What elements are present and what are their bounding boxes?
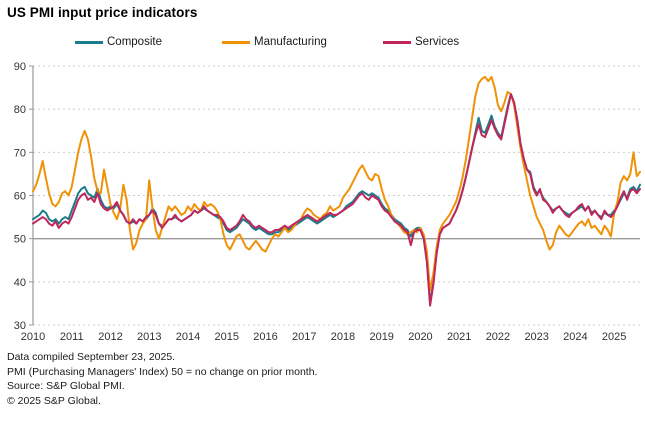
x-tick-label: 2015 — [214, 331, 238, 343]
x-tick-label: 2025 — [602, 331, 626, 343]
legend-label-manufacturing: Manufacturing — [254, 36, 327, 48]
footnote-source: Source: S&P Global PMI. — [7, 380, 125, 392]
y-tick-label: 90 — [14, 61, 26, 73]
x-tick-label: 2021 — [447, 331, 471, 343]
y-tick-label: 30 — [14, 320, 26, 332]
legend-label-composite: Composite — [107, 36, 162, 48]
x-tick-label: 2017 — [292, 331, 316, 343]
x-tick-label: 2018 — [331, 331, 355, 343]
y-tick-label: 50 — [14, 234, 26, 246]
x-tick-label: 2012 — [98, 331, 122, 343]
legend-item-composite: Composite — [75, 36, 162, 48]
legend-item-services: Services — [383, 36, 459, 48]
y-tick-label: 60 — [14, 191, 26, 203]
y-tick-label: 70 — [14, 147, 26, 159]
x-tick-label: 2020 — [408, 331, 432, 343]
x-tick-label: 2023 — [524, 331, 548, 343]
services-line — [32, 93, 641, 307]
x-tick-label: 2019 — [369, 331, 393, 343]
legend-item-manufacturing: Manufacturing — [222, 36, 327, 48]
x-tick-label: 2016 — [253, 331, 277, 343]
y-tick-label: 80 — [14, 104, 26, 116]
manufacturing-line — [32, 75, 641, 292]
composite-line — [32, 93, 641, 305]
x-tick-label: 2010 — [21, 331, 45, 343]
composite-line-swatch — [75, 40, 103, 44]
manufacturing-line-swatch — [222, 40, 250, 44]
x-tick-label: 2011 — [60, 331, 84, 343]
services-line-swatch — [383, 40, 411, 44]
y-tick-label: 40 — [14, 277, 26, 289]
footnote-copyright: © 2025 S&P Global. — [7, 394, 101, 407]
x-tick-label: 2014 — [176, 331, 200, 343]
x-tick-label: 2024 — [563, 331, 587, 343]
footnote-pmi-definition: PMI (Purchasing Managers' Index) 50 = no… — [7, 365, 318, 378]
footnote-data-compiled: Data compiled September 23, 2025. — [7, 351, 176, 363]
x-tick-label: 2022 — [486, 331, 510, 343]
pmi-line-chart: 30 40 50 60 70 80 90 2010 2011 2012 2013 2014 2015 20… — [14, 61, 641, 343]
x-tick-label: 2013 — [137, 331, 161, 343]
page-title: US PMI input price indicators — [7, 5, 198, 20]
chart-footnotes: Data compiled September 23, 2025. PMI (P… — [7, 350, 317, 408]
legend-label-services: Services — [415, 36, 460, 48]
